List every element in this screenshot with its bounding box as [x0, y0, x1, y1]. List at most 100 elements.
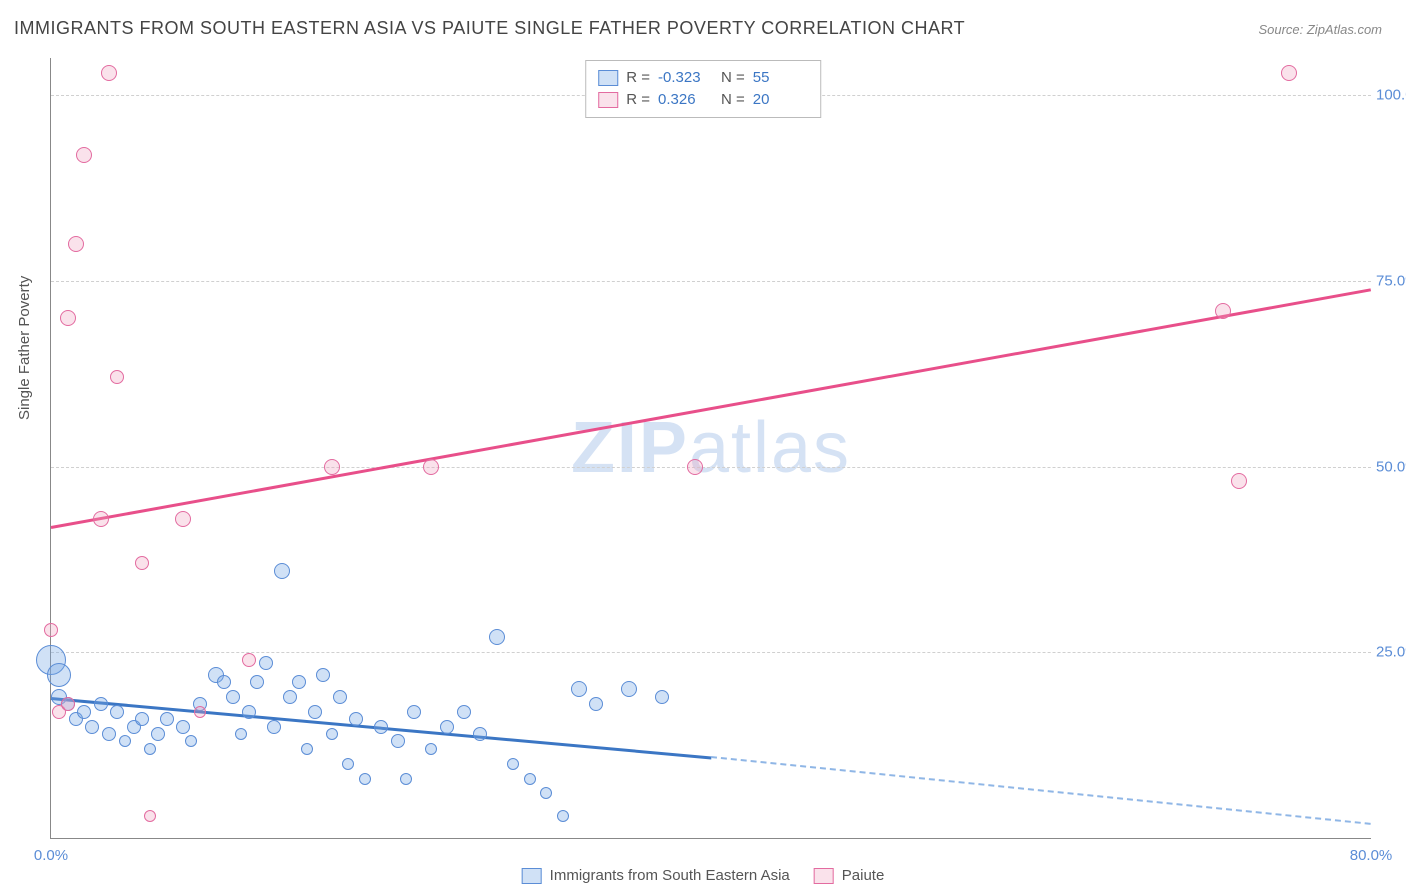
- data-point: [242, 653, 256, 667]
- data-point: [391, 734, 405, 748]
- data-point: [217, 675, 231, 689]
- legend-swatch: [814, 868, 834, 884]
- data-point: [557, 810, 569, 822]
- legend-n-value: 20: [753, 89, 808, 111]
- legend-swatch: [522, 868, 542, 884]
- data-point: [85, 720, 99, 734]
- legend-label: Paiute: [842, 867, 885, 884]
- data-point: [102, 727, 116, 741]
- x-tick-label: 80.0%: [1350, 847, 1393, 864]
- legend-r-label: R =: [626, 89, 650, 111]
- data-point: [44, 623, 58, 637]
- data-point: [540, 787, 552, 799]
- y-tick-label: 50.0%: [1376, 458, 1406, 475]
- data-point: [571, 681, 587, 697]
- legend-r-value: -0.323: [658, 67, 713, 89]
- data-point: [77, 705, 91, 719]
- data-point: [259, 656, 273, 670]
- gridline: [51, 281, 1371, 282]
- data-point: [160, 712, 174, 726]
- data-point: [326, 728, 338, 740]
- data-point: [308, 705, 322, 719]
- data-point: [489, 629, 505, 645]
- data-point: [61, 697, 75, 711]
- data-point: [101, 65, 117, 81]
- legend-n-label: N =: [721, 89, 745, 111]
- legend-item: Immigrants from South Eastern Asia: [522, 867, 790, 884]
- legend-n-label: N =: [721, 67, 745, 89]
- data-point: [324, 459, 340, 475]
- data-point: [1231, 473, 1247, 489]
- data-point: [151, 727, 165, 741]
- data-point: [400, 773, 412, 785]
- data-point: [473, 727, 487, 741]
- data-point: [342, 758, 354, 770]
- data-point: [242, 705, 256, 719]
- source-label: Source: ZipAtlas.com: [1258, 22, 1382, 37]
- legend-stat-row: R = 0.326 N = 20: [598, 89, 808, 111]
- data-point: [135, 556, 149, 570]
- data-point: [194, 706, 206, 718]
- data-point: [524, 773, 536, 785]
- legend-stats: R = -0.323 N = 55 R = 0.326 N = 20: [585, 60, 821, 118]
- legend-swatch: [598, 70, 618, 86]
- data-point: [1215, 303, 1231, 319]
- data-point: [135, 712, 149, 726]
- data-point: [274, 563, 290, 579]
- data-point: [507, 758, 519, 770]
- data-point: [76, 147, 92, 163]
- legend-r-value: 0.326: [658, 89, 713, 111]
- data-point: [185, 735, 197, 747]
- data-point: [93, 511, 109, 527]
- data-point: [655, 690, 669, 704]
- trend-line: [51, 288, 1372, 529]
- legend-series: Immigrants from South Eastern Asia Paiute: [522, 867, 885, 884]
- trend-line-extrapolated: [711, 756, 1371, 825]
- data-point: [94, 697, 108, 711]
- data-point: [687, 459, 703, 475]
- data-point: [374, 720, 388, 734]
- data-point: [283, 690, 297, 704]
- data-point: [235, 728, 247, 740]
- data-point: [407, 705, 421, 719]
- data-point: [425, 743, 437, 755]
- data-point: [60, 310, 76, 326]
- y-tick-label: 25.0%: [1376, 644, 1406, 661]
- data-point: [226, 690, 240, 704]
- scatter-plot: ZIPatlas 25.0%50.0%75.0%100.0%0.0%80.0%: [50, 58, 1371, 839]
- data-point: [349, 712, 363, 726]
- data-point: [68, 236, 84, 252]
- y-tick-label: 75.0%: [1376, 272, 1406, 289]
- data-point: [119, 735, 131, 747]
- data-point: [144, 743, 156, 755]
- data-point: [110, 370, 124, 384]
- data-point: [589, 697, 603, 711]
- data-point: [1281, 65, 1297, 81]
- gridline: [51, 467, 1371, 468]
- data-point: [423, 459, 439, 475]
- chart-title: IMMIGRANTS FROM SOUTH EASTERN ASIA VS PA…: [14, 18, 965, 39]
- data-point: [47, 663, 71, 687]
- data-point: [267, 720, 281, 734]
- watermark: ZIPatlas: [571, 407, 851, 489]
- legend-n-value: 55: [753, 67, 808, 89]
- data-point: [250, 675, 264, 689]
- legend-item: Paiute: [814, 867, 885, 884]
- data-point: [110, 705, 124, 719]
- y-axis-label: Single Father Poverty: [16, 276, 33, 420]
- data-point: [333, 690, 347, 704]
- legend-label: Immigrants from South Eastern Asia: [550, 867, 790, 884]
- data-point: [175, 511, 191, 527]
- data-point: [144, 810, 156, 822]
- data-point: [292, 675, 306, 689]
- data-point: [621, 681, 637, 697]
- data-point: [301, 743, 313, 755]
- data-point: [316, 668, 330, 682]
- y-tick-label: 100.0%: [1376, 87, 1406, 104]
- data-point: [359, 773, 371, 785]
- data-point: [457, 705, 471, 719]
- data-point: [440, 720, 454, 734]
- x-tick-label: 0.0%: [34, 847, 68, 864]
- data-point: [176, 720, 190, 734]
- legend-r-label: R =: [626, 67, 650, 89]
